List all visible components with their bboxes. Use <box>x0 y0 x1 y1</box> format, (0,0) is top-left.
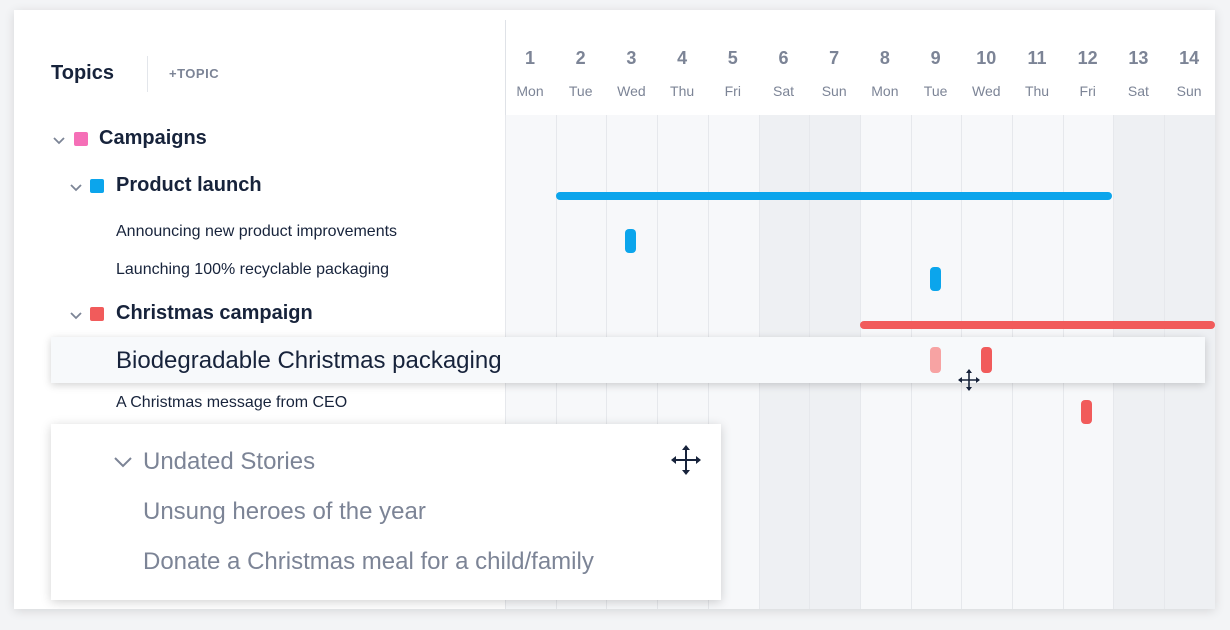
day-name: Mon <box>871 83 899 99</box>
header-divider <box>147 56 148 92</box>
day-name: Mon <box>516 83 544 99</box>
day-number: 3 <box>626 48 637 68</box>
ceo-message-marker[interactable] <box>1081 400 1092 424</box>
launching-story-marker[interactable] <box>930 267 941 291</box>
day-number: 14 <box>1179 48 1200 68</box>
day-name: Fri <box>724 83 741 99</box>
christmas-campaign-bar[interactable] <box>860 321 1215 329</box>
chevron-down-icon[interactable] <box>52 133 66 147</box>
day-name: Sat <box>772 83 794 99</box>
undated-stories-panel: Undated Stories Unsung heroes of the yea… <box>51 424 721 600</box>
chevron-down-icon[interactable] <box>69 308 83 322</box>
topics-heading: Topics <box>51 62 114 84</box>
story-biodegradable-packaging[interactable]: Biodegradable Christmas packaging <box>116 347 502 374</box>
day-number: 1 <box>524 48 535 68</box>
day-name: Sun <box>821 83 847 99</box>
day-number: 11 <box>1027 48 1047 68</box>
undated-stories-title[interactable]: Undated Stories <box>143 448 316 475</box>
day-name: Wed <box>617 83 646 99</box>
day-number: 10 <box>976 48 997 68</box>
day-number: 7 <box>829 48 840 68</box>
day-name: Tue <box>568 83 593 99</box>
add-topic-button[interactable]: +TOPIC <box>169 66 220 81</box>
biodegradable-story-marker[interactable] <box>981 347 992 373</box>
christmas-campaign-color-swatch <box>90 307 104 321</box>
day-name: Wed <box>972 83 1001 99</box>
dragging-story-row[interactable]: Biodegradable Christmas packaging <box>51 337 1205 383</box>
day-name: Sun <box>1176 83 1202 99</box>
product-launch-color-swatch <box>90 179 104 193</box>
ghost-marker <box>930 347 941 373</box>
day-number: 8 <box>879 48 890 68</box>
day-name: Thu <box>1024 83 1050 99</box>
topic-product-launch[interactable]: Product launch <box>116 174 262 196</box>
campaigns-color-swatch <box>74 132 88 146</box>
day-name: Thu <box>670 83 695 99</box>
day-number: 9 <box>930 48 941 68</box>
day-number: 4 <box>677 48 688 68</box>
day-number: 5 <box>727 48 738 68</box>
day-name: Tue <box>923 83 948 99</box>
undated-story-item[interactable]: Unsung heroes of the year <box>143 498 426 525</box>
day-number: 2 <box>575 48 586 68</box>
day-number: 12 <box>1077 48 1098 68</box>
day-name: Fri <box>1079 83 1096 99</box>
day-number: 6 <box>778 48 789 68</box>
undated-story-item[interactable]: Donate a Christmas meal for a child/fami… <box>143 548 594 575</box>
product-launch-bar[interactable] <box>556 192 1112 200</box>
day-number: 13 <box>1128 48 1149 68</box>
story-launching-packaging[interactable]: Launching 100% recyclable packaging <box>116 261 390 278</box>
chevron-down-icon[interactable] <box>113 452 133 472</box>
topic-christmas-campaign[interactable]: Christmas campaign <box>116 302 313 324</box>
chevron-down-icon[interactable] <box>69 180 83 194</box>
planner-card: Topics +TOPIC 1 Mon 2 Tue 3 Wed 4 Thu 5 Fri 6 Sat 7 S… <box>14 10 1215 609</box>
story-announcing-improvements[interactable]: Announcing new product improvements <box>116 223 398 240</box>
move-handle-icon[interactable] <box>670 444 702 476</box>
topic-campaigns[interactable]: Campaigns <box>99 127 207 149</box>
day-name: Sat <box>1127 83 1149 99</box>
move-cursor-icon <box>958 369 980 391</box>
story-christmas-message-ceo[interactable]: A Christmas message from CEO <box>116 394 348 411</box>
announcing-story-marker[interactable] <box>625 229 636 253</box>
